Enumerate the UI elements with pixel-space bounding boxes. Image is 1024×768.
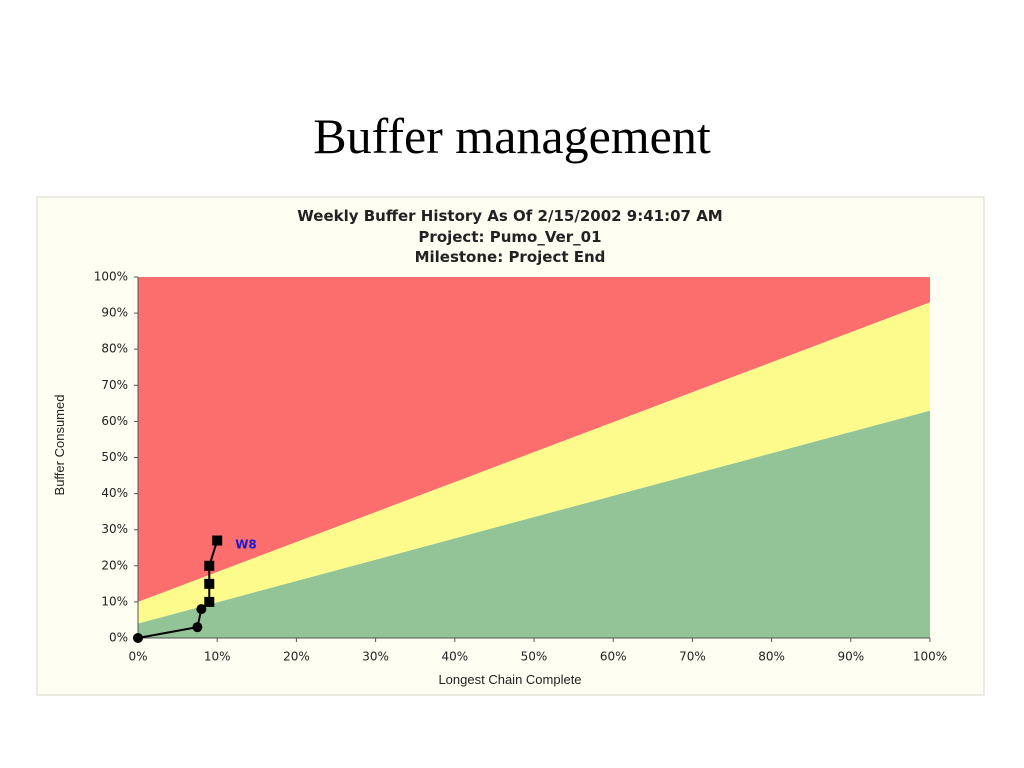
zone-band [138, 410, 930, 638]
data-point [212, 535, 223, 546]
data-point [204, 596, 215, 607]
y-tick-label: 100% [94, 270, 128, 284]
y-tick-label: 50% [101, 450, 128, 464]
x-tick-label: 60% [600, 650, 627, 664]
zone-band [138, 302, 930, 624]
chart-title: Milestone: Project End [415, 248, 606, 266]
y-tick-label: 80% [101, 342, 128, 356]
data-point [204, 578, 215, 589]
x-axis-label: Longest Chain Complete [438, 672, 581, 687]
x-tick-label: 80% [758, 650, 785, 664]
y-tick-label: 10% [101, 594, 128, 608]
x-tick-label: 100% [913, 650, 947, 664]
slide-title: Buffer management [313, 108, 711, 164]
y-tick-label: 0% [109, 631, 128, 645]
x-tick-label: 90% [837, 650, 864, 664]
zone-band [138, 277, 930, 602]
y-tick-label: 30% [101, 522, 128, 536]
x-tick-label: 10% [204, 650, 231, 664]
y-tick-label: 70% [101, 378, 128, 392]
data-point [196, 604, 207, 615]
data-point [204, 560, 215, 571]
chart-title: Project: Pumo_Ver_01 [418, 228, 601, 246]
x-tick-label: 70% [679, 650, 706, 664]
x-tick-label: 0% [128, 650, 147, 664]
x-tick-label: 20% [283, 650, 310, 664]
y-tick-label: 20% [101, 558, 128, 572]
x-tick-label: 40% [441, 650, 468, 664]
plot-area: 0% 10% 20% 30% 40% 50% 60% 70% 80% 90% 100% 0% 10% 20… [94, 270, 947, 664]
data-point [192, 622, 203, 633]
y-tick-label: 40% [101, 486, 128, 500]
y-tick-label: 60% [101, 414, 128, 428]
annotation: W8 [235, 538, 257, 552]
data-point [133, 633, 143, 643]
x-tick-label: 30% [362, 650, 389, 664]
y-tick-label: 90% [101, 306, 128, 320]
y-axis-label: Buffer Consumed [52, 395, 67, 496]
chart-title: Weekly Buffer History As Of 2/15/2002 9:… [297, 207, 722, 225]
x-tick-label: 50% [521, 650, 548, 664]
